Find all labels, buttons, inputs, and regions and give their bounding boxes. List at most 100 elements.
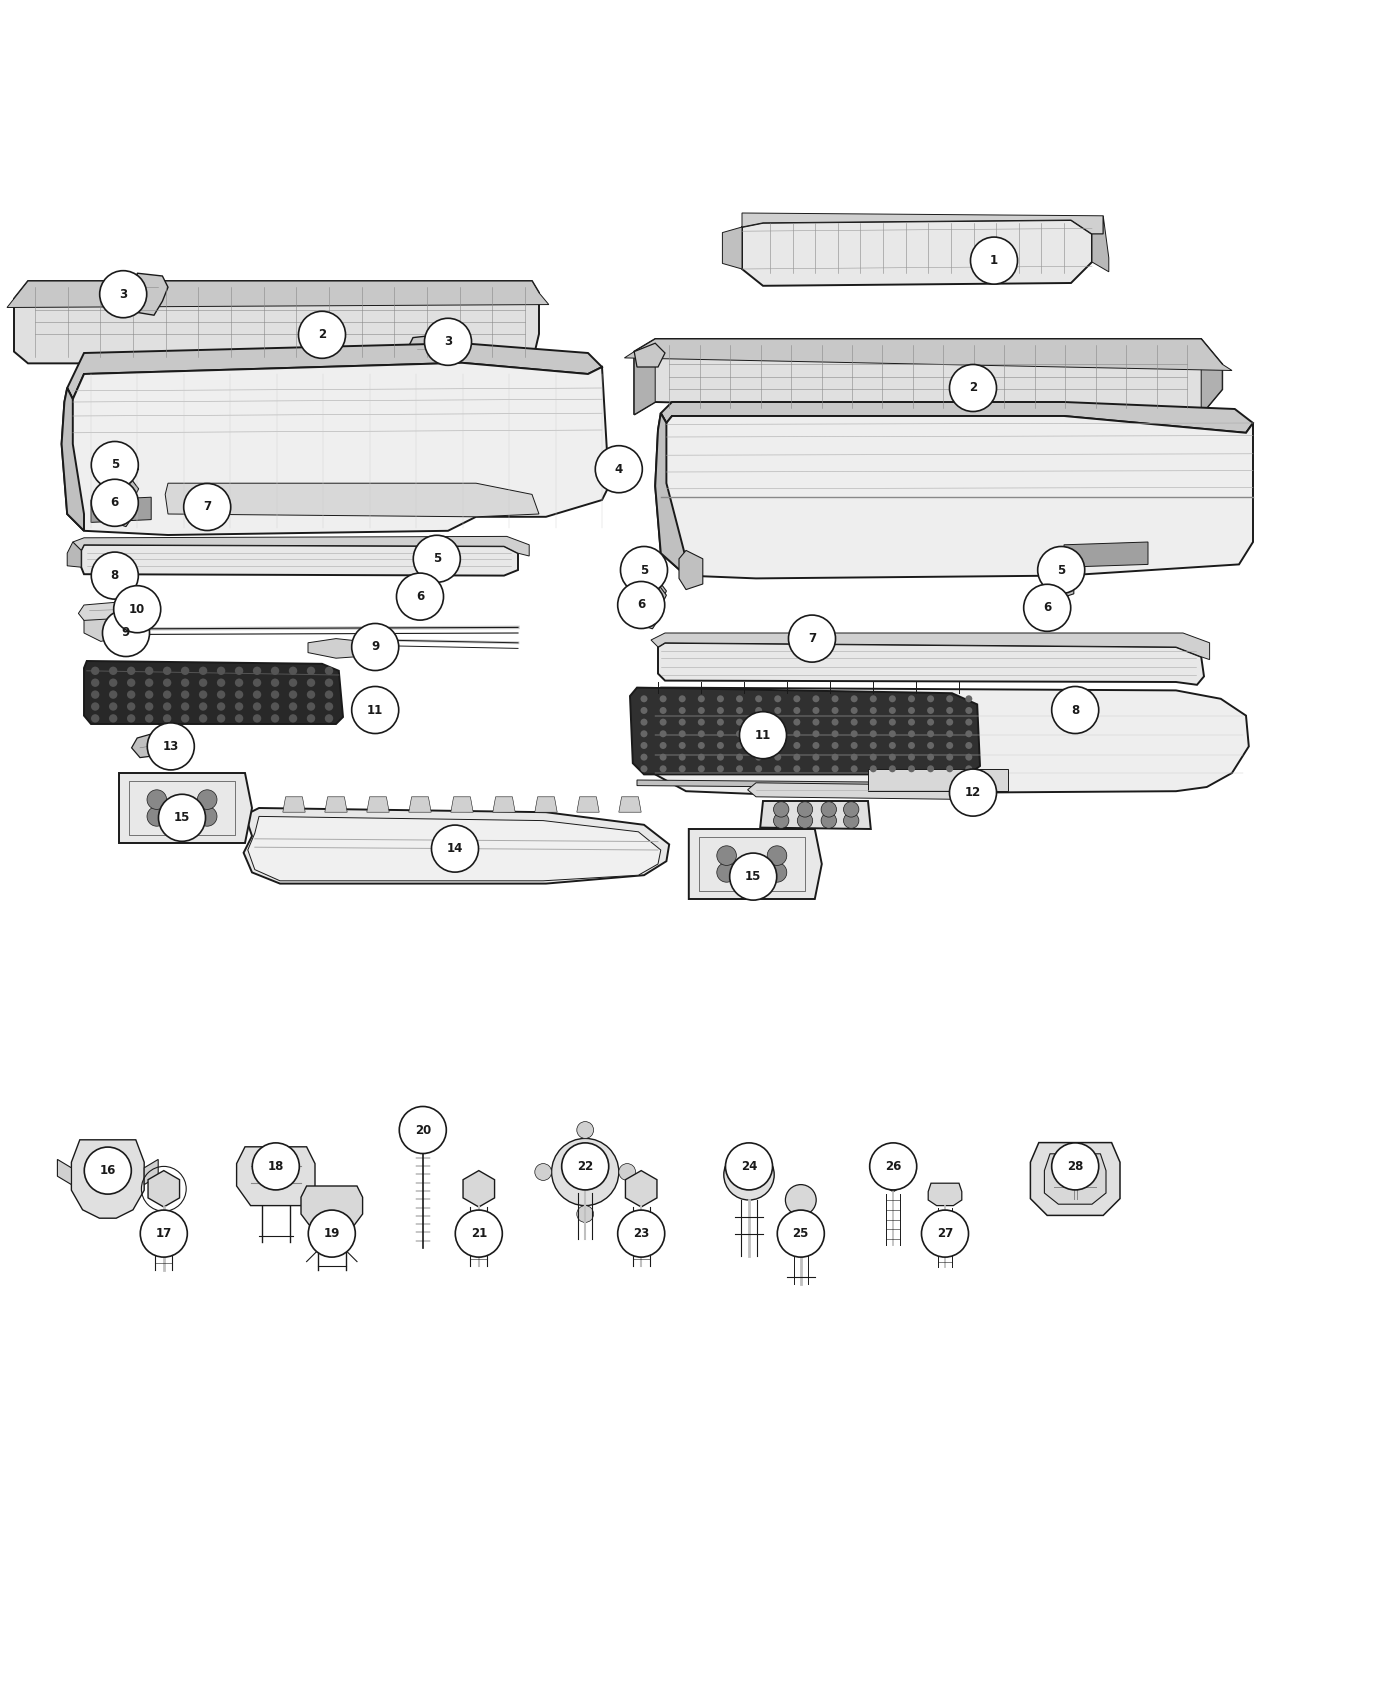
Circle shape xyxy=(91,714,99,722)
Text: 9: 9 xyxy=(122,627,130,639)
Circle shape xyxy=(717,765,724,772)
Circle shape xyxy=(620,546,668,593)
Polygon shape xyxy=(626,1171,657,1207)
Circle shape xyxy=(946,741,953,750)
Polygon shape xyxy=(651,632,1210,660)
Circle shape xyxy=(832,707,839,714)
Circle shape xyxy=(774,695,781,702)
Circle shape xyxy=(617,1210,665,1256)
Circle shape xyxy=(797,813,812,828)
Circle shape xyxy=(641,695,647,702)
Circle shape xyxy=(91,702,99,711)
Polygon shape xyxy=(81,544,518,576)
Polygon shape xyxy=(463,1171,494,1207)
Circle shape xyxy=(659,731,666,738)
Circle shape xyxy=(774,741,781,750)
Polygon shape xyxy=(1044,1154,1106,1204)
Circle shape xyxy=(127,714,136,722)
Circle shape xyxy=(679,765,686,772)
Polygon shape xyxy=(67,343,602,400)
Circle shape xyxy=(197,790,217,809)
Polygon shape xyxy=(62,362,609,536)
Circle shape xyxy=(820,802,837,818)
Circle shape xyxy=(966,753,972,760)
Circle shape xyxy=(109,690,118,699)
Circle shape xyxy=(325,714,333,722)
Polygon shape xyxy=(451,797,473,813)
Circle shape xyxy=(812,731,819,738)
Polygon shape xyxy=(144,1159,158,1185)
Circle shape xyxy=(196,500,218,522)
Circle shape xyxy=(909,731,916,738)
Circle shape xyxy=(851,731,858,738)
Polygon shape xyxy=(112,498,132,527)
Circle shape xyxy=(774,731,781,738)
Circle shape xyxy=(109,714,118,722)
Polygon shape xyxy=(137,274,168,314)
Circle shape xyxy=(308,1210,356,1256)
Circle shape xyxy=(270,702,279,711)
Circle shape xyxy=(851,753,858,760)
Polygon shape xyxy=(868,768,1008,790)
Circle shape xyxy=(217,714,225,722)
Circle shape xyxy=(217,666,225,675)
Text: 6: 6 xyxy=(637,598,645,612)
Circle shape xyxy=(869,731,876,738)
Circle shape xyxy=(679,695,686,702)
Circle shape xyxy=(659,695,666,702)
Circle shape xyxy=(869,765,876,772)
Circle shape xyxy=(351,687,399,733)
Circle shape xyxy=(966,765,972,772)
Circle shape xyxy=(162,702,171,711)
Circle shape xyxy=(288,678,297,687)
Polygon shape xyxy=(647,687,1249,794)
Circle shape xyxy=(235,678,244,687)
Polygon shape xyxy=(132,733,168,758)
Circle shape xyxy=(697,765,704,772)
Circle shape xyxy=(851,741,858,750)
Polygon shape xyxy=(637,780,966,789)
Polygon shape xyxy=(78,600,140,620)
Text: 14: 14 xyxy=(447,842,463,855)
Circle shape xyxy=(127,666,136,675)
Text: 2: 2 xyxy=(318,328,326,342)
Circle shape xyxy=(235,714,244,722)
Circle shape xyxy=(767,862,787,882)
Circle shape xyxy=(927,731,934,738)
Circle shape xyxy=(146,690,154,699)
Circle shape xyxy=(199,714,207,722)
Circle shape xyxy=(717,731,724,738)
Circle shape xyxy=(794,632,816,654)
Circle shape xyxy=(307,702,315,711)
Polygon shape xyxy=(679,551,703,590)
Circle shape xyxy=(949,768,997,816)
Text: 3: 3 xyxy=(119,287,127,301)
Polygon shape xyxy=(634,338,1222,415)
Polygon shape xyxy=(308,639,375,658)
Text: 5: 5 xyxy=(1057,563,1065,576)
Polygon shape xyxy=(248,816,661,881)
Text: 28: 28 xyxy=(1067,1159,1084,1173)
Polygon shape xyxy=(760,801,871,830)
Circle shape xyxy=(774,707,781,714)
Circle shape xyxy=(252,1142,300,1190)
Circle shape xyxy=(679,707,686,714)
Circle shape xyxy=(843,813,860,828)
Circle shape xyxy=(774,765,781,772)
Polygon shape xyxy=(325,797,347,813)
Circle shape xyxy=(785,1185,816,1216)
Circle shape xyxy=(966,707,972,714)
Circle shape xyxy=(946,719,953,726)
Circle shape xyxy=(927,741,934,750)
Circle shape xyxy=(162,714,171,722)
Circle shape xyxy=(455,1210,503,1256)
Polygon shape xyxy=(619,797,641,813)
Circle shape xyxy=(774,719,781,726)
Circle shape xyxy=(146,678,154,687)
Circle shape xyxy=(147,806,167,826)
Circle shape xyxy=(162,678,171,687)
Circle shape xyxy=(927,695,934,702)
Polygon shape xyxy=(91,496,151,522)
Polygon shape xyxy=(367,797,389,813)
Circle shape xyxy=(946,753,953,760)
